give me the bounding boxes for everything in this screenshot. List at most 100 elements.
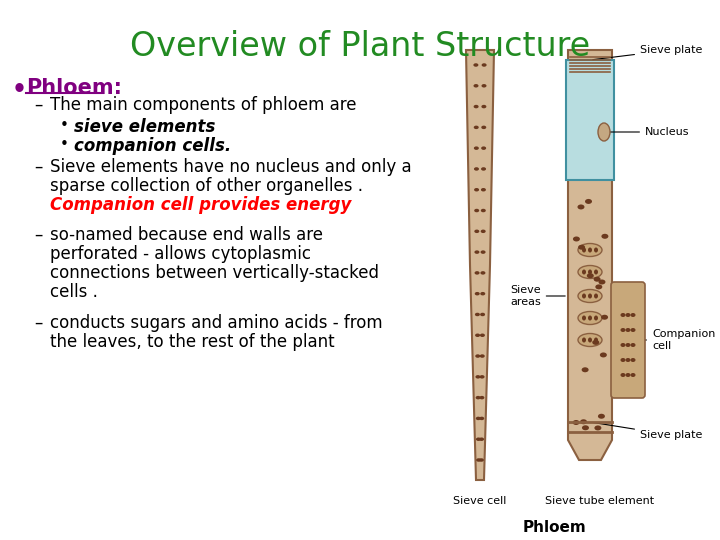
Ellipse shape [588,315,592,321]
Ellipse shape [626,343,631,347]
Ellipse shape [476,458,481,462]
Ellipse shape [476,417,481,420]
Ellipse shape [474,84,479,87]
Ellipse shape [482,105,487,109]
Ellipse shape [474,105,479,109]
Ellipse shape [480,271,485,275]
Text: Sieve plate: Sieve plate [593,45,703,59]
Ellipse shape [582,338,586,342]
Ellipse shape [585,199,592,204]
Ellipse shape [481,126,486,129]
Ellipse shape [582,315,586,321]
Ellipse shape [593,340,599,345]
Ellipse shape [582,367,589,372]
Text: •: • [60,137,69,152]
Text: Nucleus: Nucleus [609,127,690,137]
Ellipse shape [598,280,606,285]
Ellipse shape [598,414,605,418]
Ellipse shape [480,375,485,379]
Ellipse shape [593,276,600,282]
Ellipse shape [582,426,589,430]
Text: the leaves, to the rest of the plant: the leaves, to the rest of the plant [50,333,335,351]
Text: Sieve plate: Sieve plate [593,422,703,440]
Ellipse shape [480,313,485,316]
Text: Overview of Plant Structure: Overview of Plant Structure [130,30,590,63]
Text: Companion cell provides energy: Companion cell provides energy [50,196,351,214]
Ellipse shape [626,358,631,362]
Ellipse shape [473,63,478,67]
Text: Sieve
areas: Sieve areas [510,285,565,307]
Ellipse shape [476,396,481,400]
Ellipse shape [631,313,636,317]
Ellipse shape [474,251,480,254]
Ellipse shape [631,328,636,332]
Ellipse shape [475,375,480,379]
Text: –: – [34,314,42,332]
Ellipse shape [631,343,636,347]
Text: Sieve cell: Sieve cell [454,496,507,506]
Ellipse shape [480,292,485,295]
Ellipse shape [594,247,598,253]
Ellipse shape [631,358,636,362]
Ellipse shape [594,315,598,321]
Ellipse shape [621,373,626,377]
Text: •: • [60,118,69,133]
Ellipse shape [474,230,480,233]
Text: perforated - allows cytoplasmic: perforated - allows cytoplasmic [50,245,311,263]
FancyBboxPatch shape [566,60,614,180]
Ellipse shape [480,417,485,420]
Ellipse shape [572,420,580,425]
Ellipse shape [626,373,631,377]
Ellipse shape [631,373,636,377]
Ellipse shape [481,146,486,150]
Ellipse shape [582,294,586,299]
Text: –: – [34,226,42,244]
Ellipse shape [481,167,486,171]
Ellipse shape [594,338,598,342]
Ellipse shape [598,123,610,141]
Text: •: • [12,78,27,102]
Ellipse shape [626,328,631,332]
Ellipse shape [481,230,486,233]
Ellipse shape [482,84,487,87]
Ellipse shape [474,167,479,171]
Ellipse shape [578,244,602,256]
Ellipse shape [578,245,585,249]
Ellipse shape [594,294,598,299]
Ellipse shape [582,247,586,253]
Ellipse shape [578,266,602,279]
Ellipse shape [626,313,631,317]
Ellipse shape [474,188,479,192]
Text: companion cells.: companion cells. [74,137,231,155]
Text: The main components of phloem are: The main components of phloem are [50,96,356,114]
Ellipse shape [595,426,601,430]
Ellipse shape [600,353,607,357]
Ellipse shape [578,312,602,325]
Polygon shape [568,50,612,460]
Ellipse shape [601,234,608,239]
Text: –: – [34,158,42,176]
Ellipse shape [578,289,602,302]
Ellipse shape [594,269,598,274]
Ellipse shape [621,313,626,317]
Text: conducts sugars and amino acids - from: conducts sugars and amino acids - from [50,314,382,332]
Ellipse shape [475,354,480,358]
Ellipse shape [479,458,484,462]
Ellipse shape [480,354,485,358]
Ellipse shape [621,343,626,347]
Text: sparse collection of other organelles .: sparse collection of other organelles . [50,177,363,195]
Ellipse shape [475,313,480,316]
Text: Phloem: Phloem [523,520,587,535]
Ellipse shape [595,285,603,289]
Ellipse shape [482,63,487,67]
Ellipse shape [474,126,479,129]
Text: Sieve elements have no nucleus and only a: Sieve elements have no nucleus and only … [50,158,412,176]
Text: sieve elements: sieve elements [74,118,215,136]
Ellipse shape [588,247,592,253]
Ellipse shape [474,271,480,275]
Ellipse shape [621,328,626,332]
Ellipse shape [578,334,602,347]
FancyBboxPatch shape [611,282,645,398]
Ellipse shape [480,396,485,400]
Ellipse shape [480,334,485,337]
